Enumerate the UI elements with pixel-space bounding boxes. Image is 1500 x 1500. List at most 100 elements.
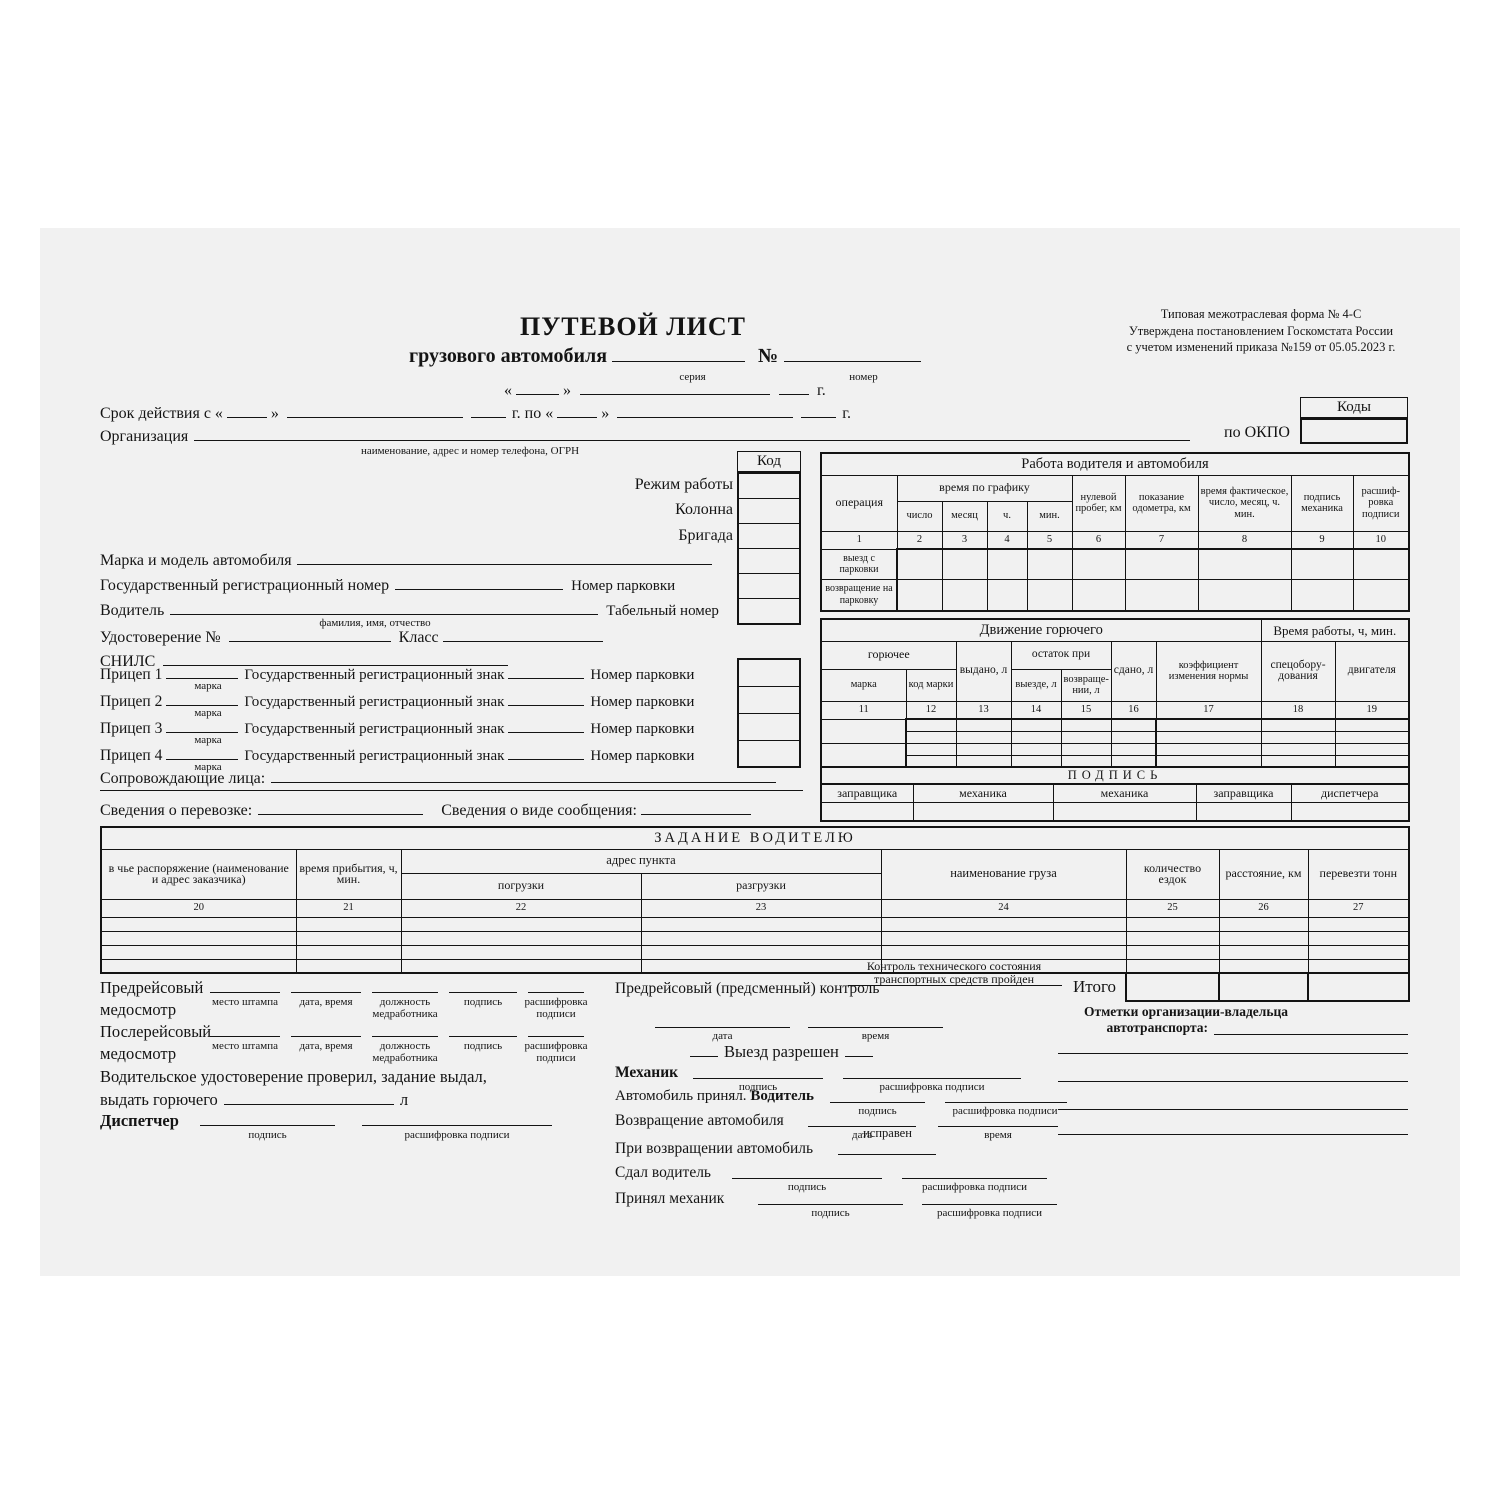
col-operation: операция xyxy=(820,474,898,532)
number-sign: № xyxy=(758,345,779,367)
pre-med-label2: медосмотр xyxy=(100,1000,177,1019)
owner-notes-line2: автотранспорта: xyxy=(1106,1020,1208,1035)
organization-line: Организация xyxy=(100,426,1191,446)
trailer-1-regsign-label: Государственный регистрационный знак xyxy=(244,667,505,683)
control-date-blank xyxy=(655,1013,790,1028)
okpo-value-box xyxy=(1300,418,1408,444)
sign-dispatcher: диспетчера xyxy=(1290,783,1410,803)
vehicle-return-label: Возвращение автомобиля xyxy=(615,1112,784,1129)
trailer-1-regsign-blank xyxy=(508,664,585,679)
trailer-3-marka-hint: марка xyxy=(194,734,222,746)
trailer-2-regsign-blank xyxy=(508,691,585,706)
pre-med-stamp-hint: место штампа xyxy=(212,996,278,1008)
seria-hint: серия xyxy=(679,371,706,383)
pre-med-stamp-blank xyxy=(210,978,280,993)
year-blank xyxy=(779,380,809,395)
col-koef: коэффициент изменения нормы xyxy=(1155,640,1262,702)
return-date-blank xyxy=(808,1112,916,1127)
sign-zapravshchik-1: заправщика xyxy=(820,783,914,803)
post-med-sign-blank xyxy=(449,1022,517,1037)
work-table-title: Работа водителя и автомобиля xyxy=(820,452,1410,476)
return-ok-hint: исправен xyxy=(863,1126,912,1140)
trailer-4-label: Прицеп 4 xyxy=(100,747,163,764)
post-med-label: Послерейсовый xyxy=(100,1022,212,1041)
fuel-table-title: Движение горючего xyxy=(820,618,1262,642)
task-data-row xyxy=(100,958,1410,974)
received-mechanic-label: Принял механик xyxy=(615,1190,725,1207)
return-date-hint: дата xyxy=(851,1129,873,1141)
trailer-1-parking-label: Номер парковки xyxy=(590,667,695,683)
received-decode-blank xyxy=(922,1190,1057,1205)
handed-sign-blank xyxy=(732,1164,882,1179)
valid-from-year-blank xyxy=(470,403,506,418)
trailer-parking-box xyxy=(737,658,801,768)
trailer-4-parking-label: Номер парковки xyxy=(590,748,695,764)
trailer-4-regsign-label: Государственный регистрационный знак xyxy=(244,748,505,764)
trailer-2-label: Прицеп 2 xyxy=(100,693,163,710)
sub-col-month: месяц xyxy=(941,500,988,532)
col-unloading: разгрузки xyxy=(640,872,882,900)
post-med-datetime-hint: дата, время xyxy=(299,1040,353,1052)
task-table-title: ЗАДАНИЕ ВОДИТЕЛЮ xyxy=(100,826,1410,850)
fuel-issue-label: выдать горючего xyxy=(100,1090,218,1109)
trailer-4-marka-hint: марка xyxy=(194,761,222,773)
task-data-row xyxy=(100,944,1410,960)
mode-label: Режим работы xyxy=(634,476,733,493)
vehicle-model-line: Марка и модель автомобиля xyxy=(100,550,712,570)
fuel-table-number-row: 11 12 13 14 15 16 17 18 19 xyxy=(820,700,1410,720)
col-odometer: показание одометра, км xyxy=(1124,474,1199,532)
subtitle-label: грузового автомобиля xyxy=(409,345,608,367)
handed-driver-label: Сдал водитель xyxy=(615,1164,712,1181)
fuel-signatures-table: заправщика механика механика заправщика … xyxy=(820,783,1410,822)
mechanic-label: Механик xyxy=(615,1064,679,1081)
transport-info-label: Сведения о перевозке: xyxy=(100,802,253,819)
vehicle-accepted-line: Автомобиль принял. Водитель xyxy=(615,1088,814,1105)
form-note-line3: с учетом изменений приказа №159 от 05.05… xyxy=(1126,340,1396,354)
reg-number-label: Государственный регистрационный номер xyxy=(100,577,390,594)
trailer-row-4: Прицеп 4 Государственный регистрационный … xyxy=(100,745,694,765)
license-line: Удостоверение № Класс xyxy=(100,627,603,647)
kod-box-header: Код xyxy=(737,451,801,472)
parking-number-label: Номер парковки xyxy=(571,578,676,594)
pre-med-label: Предрейсовый xyxy=(100,978,204,997)
driver-hint: фамилия, имя, отчество xyxy=(319,617,431,629)
license-blank xyxy=(228,627,391,642)
fuel-data-row xyxy=(820,742,1410,768)
group-rest: остаток при xyxy=(1010,640,1112,670)
pre-med-datetime-blank xyxy=(291,978,361,993)
driver-blank xyxy=(170,600,599,615)
mechanic-sign-blank xyxy=(693,1064,823,1079)
work-row-departure: выезд с парковки xyxy=(820,548,1410,580)
sub-col-min: мин. xyxy=(1026,500,1073,532)
vehicle-accepted-label: Автомобиль принял. xyxy=(615,1088,747,1104)
kod-box xyxy=(737,472,801,625)
trailer-3-parking-label: Номер парковки xyxy=(590,721,695,737)
pre-med-position-blank xyxy=(372,978,438,993)
mechanic-decode-hint: расшифровка подписи xyxy=(879,1081,985,1093)
owner-line-2 xyxy=(1058,1081,1408,1082)
trailer-3-regsign-label: Государственный регистрационный знак xyxy=(244,721,505,737)
return-time-blank xyxy=(938,1112,1058,1127)
liters-label: л xyxy=(399,1090,409,1109)
received-sign-blank xyxy=(758,1190,903,1205)
fuel-table: Движение горючего Время работы, ч, мин. … xyxy=(820,618,1411,785)
handed-sign-hint: подпись xyxy=(787,1181,827,1193)
subtitle-line: грузового автомобиля № xyxy=(409,345,922,368)
owner-line-3 xyxy=(1058,1109,1408,1110)
col-tons: перевезти тонн xyxy=(1307,848,1410,900)
col-spec: спецобору­дования xyxy=(1260,640,1336,702)
trailer-4-regsign-blank xyxy=(508,745,585,760)
owner-notes-line1: Отметки организации-владельца xyxy=(1083,1004,1289,1019)
control-passed-note1: Контроль технического состояния xyxy=(866,959,1042,973)
organization-label: Организация xyxy=(100,428,189,445)
driver-accept-decode-hint: расшифровка подписи xyxy=(952,1105,1058,1117)
driver-line: Водитель Табельный номер xyxy=(100,600,719,620)
col-zero-run: нулевой пробег, км xyxy=(1071,474,1126,532)
control-time-blank xyxy=(808,1013,943,1028)
sub-col-hour: ч. xyxy=(986,500,1028,532)
mechanic-sign-hint: подпись xyxy=(738,1081,778,1093)
trailer-3-label: Прицеп 3 xyxy=(100,720,163,737)
work-time-title: Время работы, ч, мин. xyxy=(1260,618,1410,642)
valid-from-day-blank xyxy=(226,403,267,418)
driver-label: Водитель xyxy=(100,602,165,619)
